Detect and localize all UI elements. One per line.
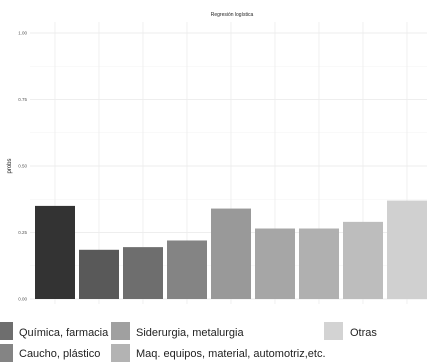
y-tick-label: 0.25 bbox=[18, 230, 27, 235]
bar bbox=[255, 228, 295, 299]
legend-label: Siderurgia, metalurgia bbox=[136, 327, 244, 339]
legend: Química, farmacia Siderurgia, metalurgia O… bbox=[0, 322, 377, 362]
legend-label: Otras bbox=[350, 327, 377, 339]
legend-label: Química, farmacia bbox=[19, 327, 109, 339]
bar bbox=[299, 228, 339, 299]
legend-key bbox=[111, 344, 130, 362]
y-tick-label: 0.50 bbox=[18, 164, 27, 169]
y-tick-label: 0.75 bbox=[18, 97, 27, 102]
y-tick-label: 1.00 bbox=[18, 31, 27, 36]
y-tick-labels: 0.00 0.25 0.50 0.75 1.00 bbox=[18, 31, 27, 302]
bar bbox=[343, 221, 383, 299]
y-axis-title: probs bbox=[7, 158, 13, 173]
bar bbox=[211, 208, 251, 299]
bar bbox=[387, 200, 427, 299]
legend-key bbox=[0, 322, 13, 340]
legend-key bbox=[0, 344, 13, 362]
bar bbox=[123, 247, 163, 299]
legend-key bbox=[324, 322, 343, 340]
bar bbox=[35, 205, 75, 299]
y-tick-label: 0.00 bbox=[18, 297, 27, 302]
legend-key bbox=[111, 322, 130, 340]
legend-label: Maq. equipos, material, automotriz,etc. bbox=[136, 348, 326, 360]
chart-title: Regresión logística bbox=[211, 12, 254, 18]
bars bbox=[35, 200, 427, 299]
bar bbox=[79, 249, 119, 299]
legend-label: Caucho, plástico bbox=[19, 348, 100, 360]
bar bbox=[167, 240, 207, 299]
